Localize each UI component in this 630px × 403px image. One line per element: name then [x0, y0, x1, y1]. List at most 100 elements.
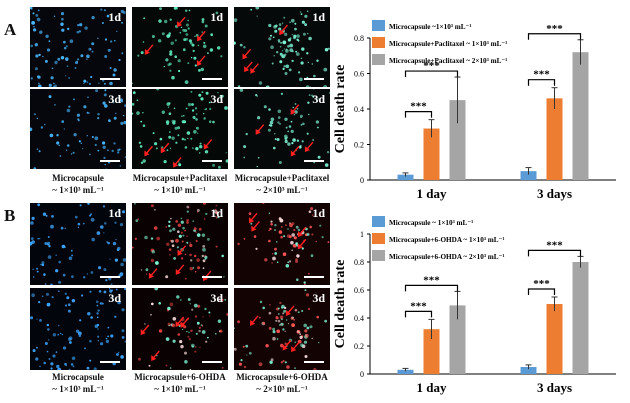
- significance-stars: ***: [423, 60, 440, 72]
- image-caption: Microcapsule+Paclitaxel ~ 2×10³ mL⁻¹: [234, 173, 330, 195]
- panel-letter-a: A: [4, 20, 17, 39]
- y-tick-label: 0: [360, 176, 364, 185]
- micrograph-b-3: 1d: [234, 203, 330, 285]
- time-tag: 1d: [210, 10, 223, 24]
- legend-swatch: [372, 37, 385, 48]
- significance-bracket: [404, 70, 459, 78]
- time-tag: 1d: [108, 10, 121, 24]
- time-tag: 1d: [210, 206, 223, 220]
- micrograph-a-2: 1d: [132, 7, 228, 87]
- micrograph-a-3: 1d: [234, 7, 330, 87]
- significance-bracket: [404, 310, 433, 318]
- bar: [546, 304, 563, 374]
- significance-bracket: [527, 288, 556, 295]
- time-tag: 3d: [312, 291, 325, 305]
- y-tick-label: 0.8: [354, 34, 364, 43]
- scale-bar: [304, 160, 324, 162]
- scale-bar: [202, 361, 222, 363]
- y-tick-label: 0.8: [354, 258, 364, 267]
- significance-stars: ***: [533, 278, 550, 290]
- significance-bracket: [527, 79, 556, 86]
- image-caption: Microcapsule ~ 1×10³ mL⁻¹: [52, 173, 104, 195]
- significance-stars: ***: [423, 274, 440, 286]
- micrograph-a-1: 1d: [30, 7, 126, 87]
- micrograph-b-5: 3d: [132, 288, 228, 370]
- bar: [397, 369, 414, 374]
- legend-swatch: [372, 216, 385, 227]
- bar: [449, 100, 466, 180]
- bar: [546, 98, 563, 180]
- y-tick-label: 0.2: [354, 342, 364, 351]
- legend-swatch: [372, 20, 385, 31]
- x-category-label: 3 days: [537, 380, 572, 395]
- time-tag: 3d: [108, 92, 121, 106]
- y-tick-label: 0.6: [354, 70, 364, 79]
- time-tag: 3d: [312, 92, 325, 106]
- scale-bar: [100, 276, 120, 278]
- legend-label: Microcapsule+Paclitaxel ~ 2×10³ mL⁻¹: [389, 57, 507, 65]
- time-tag: 3d: [210, 291, 223, 305]
- bar: [423, 329, 440, 374]
- legend-swatch: [372, 233, 385, 244]
- cell-death-chart-6ohda: 0 0.2 0.4 0.6 0.8 1 Cell death rate 1 day *** ***…: [333, 216, 616, 395]
- bar: [572, 262, 589, 374]
- significance-bracket: [404, 284, 459, 292]
- time-tag: 1d: [312, 206, 325, 220]
- significance-bracket: [527, 249, 582, 257]
- micrograph-b-2: 1d: [132, 203, 228, 285]
- y-tick-label: 0: [360, 370, 364, 379]
- micrograph-a-6: 3d: [234, 89, 330, 169]
- scale-bar: [304, 78, 324, 80]
- micrograph-b-6: 3d: [234, 288, 330, 370]
- significance-bracket: [527, 33, 582, 40]
- image-caption: Microcapsule ~ 1×10³ mL⁻¹: [52, 372, 104, 394]
- image-caption: Microcapsule+6-OHDA ~ 1×10³ mL⁻¹: [134, 372, 226, 394]
- time-tag: 1d: [312, 10, 325, 24]
- y-tick-label: 0.6: [354, 286, 364, 295]
- significance-stars: ***: [533, 69, 550, 81]
- y-tick-label: 0.2: [354, 141, 364, 150]
- micrograph-a-5: 3d: [132, 89, 228, 169]
- legend-label: Microcapsule ~ 1×10³ mL⁻¹: [389, 219, 473, 227]
- cell-death-chart-paclitaxel: 0 0.2 0.4 0.6 0.8 Cell death rate 1 day *** *** 3…: [333, 20, 616, 201]
- scale-bar: [100, 78, 120, 80]
- y-axis-label: Cell death rate: [333, 260, 348, 349]
- scale-bar: [202, 276, 222, 278]
- image-caption: Microcapsule+6-OHDA ~ 2×10³ mL⁻¹: [236, 372, 328, 394]
- bar: [397, 174, 414, 180]
- x-category-label: 3 days: [537, 186, 572, 201]
- legend-swatch: [372, 54, 385, 65]
- y-axis-label: Cell death rate: [333, 65, 348, 154]
- legend-label: Microcapsule+6-OHDA ~ 1×10³ mL⁻¹: [389, 236, 505, 244]
- bar: [520, 171, 537, 180]
- scale-bar: [304, 276, 324, 278]
- panel-letter-b: B: [4, 206, 16, 225]
- significance-stars: ***: [546, 23, 563, 35]
- significance-bracket: [404, 111, 433, 118]
- legend-label: Microcapsule ~1×10³ mL⁻¹: [389, 23, 471, 31]
- bar: [449, 305, 466, 374]
- significance-stars: ***: [546, 239, 563, 251]
- scale-bar: [202, 160, 222, 162]
- legend-swatch: [372, 250, 385, 261]
- image-caption: Microcapsule+Paclitaxel ~ 1×10³ mL⁻¹: [132, 173, 228, 195]
- scale-bar: [202, 78, 222, 80]
- legend-label: Microcapsule+Paclitaxel ~ 1×10³ mL⁻¹: [389, 40, 507, 48]
- x-category-label: 1 day: [417, 380, 447, 395]
- y-tick-label: 1: [360, 230, 364, 239]
- micrograph-a-4: 3d: [30, 89, 126, 169]
- significance-stars: ***: [410, 101, 427, 113]
- bar: [520, 367, 537, 374]
- time-tag: 1d: [108, 206, 121, 220]
- y-tick-label: 0.4: [354, 314, 364, 323]
- scale-bar: [100, 160, 120, 162]
- micrograph-b-1: 1d: [30, 203, 126, 285]
- bar: [423, 128, 440, 180]
- y-tick-label: 0.4: [354, 105, 364, 114]
- legend-label: Microcapsule+6-OHDA ~ 2×10³ mL⁻¹: [389, 253, 505, 261]
- time-tag: 3d: [210, 92, 223, 106]
- significance-stars: ***: [410, 300, 427, 312]
- time-tag: 3d: [108, 291, 121, 305]
- micrograph-b-4: 3d: [30, 288, 126, 370]
- scale-bar: [100, 361, 120, 363]
